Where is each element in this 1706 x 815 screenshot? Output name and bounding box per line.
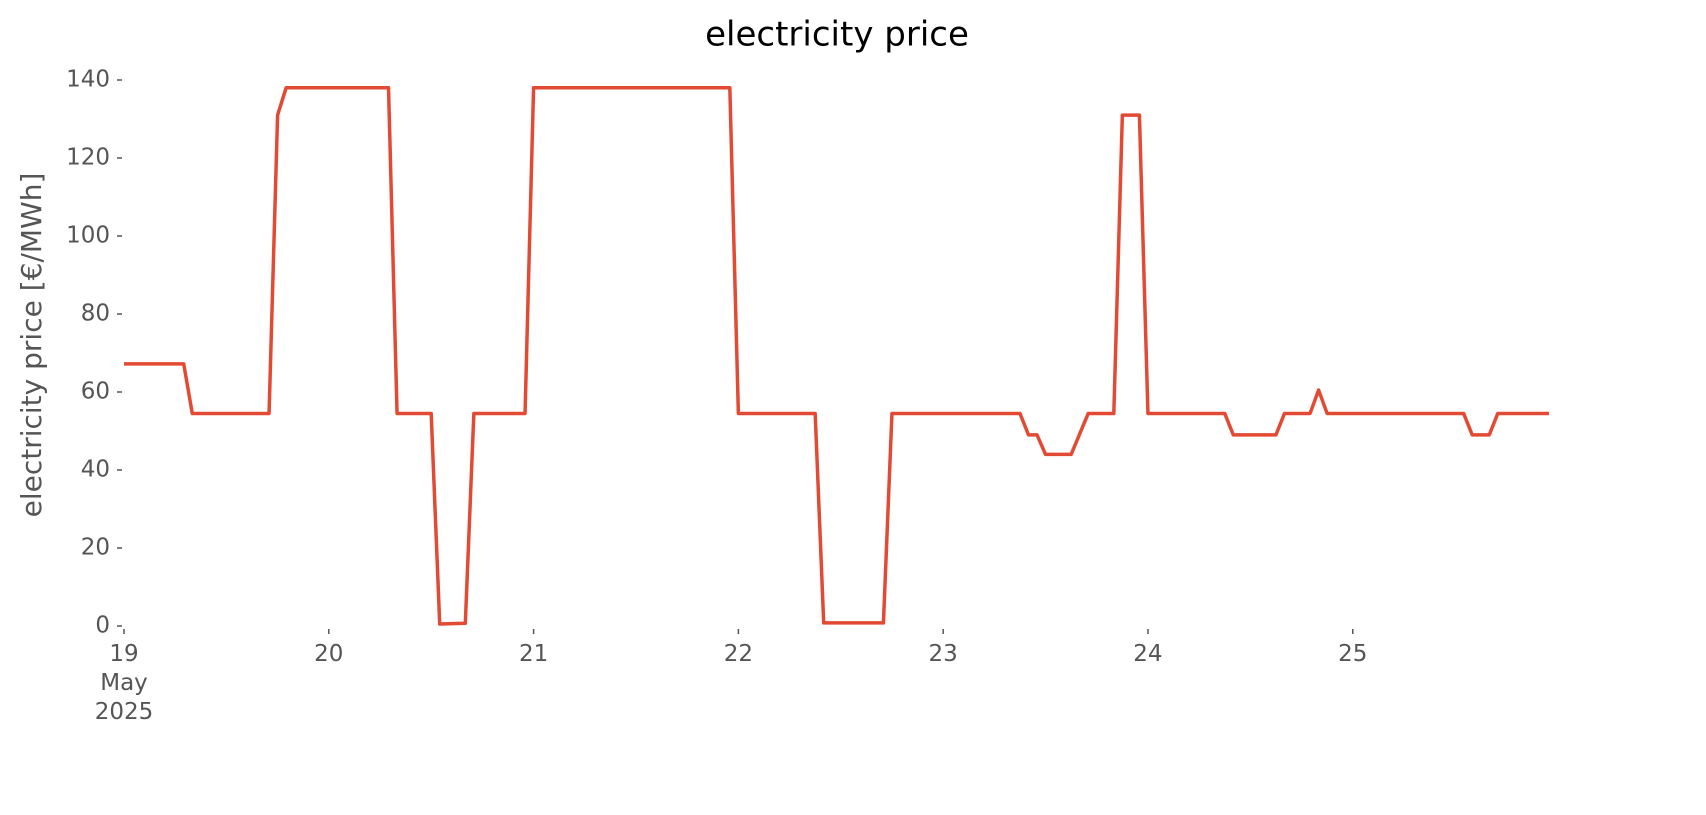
x-tick-label: 20 (314, 641, 344, 667)
y-tick-label: 80 (81, 301, 110, 327)
x-tick-label: 24 (1133, 641, 1163, 667)
y-axis-label: electricity price [€/MWh] (15, 173, 48, 518)
y-tick-label: 140 (66, 67, 110, 93)
line-series (124, 86, 1549, 626)
y-tick-label: 0 (95, 613, 110, 639)
x-tick-label: 21 (518, 641, 549, 667)
y-tick-label: 20 (81, 535, 110, 561)
y-tick-label: 100 (66, 223, 110, 249)
chart-title: electricity price (705, 15, 969, 55)
y-tick-label: 120 (66, 145, 110, 171)
y-tick-label: 60 (81, 379, 110, 405)
x-tick-label: 23 (928, 641, 958, 667)
x-tick-label: 25 (1338, 641, 1368, 667)
x-tick-label: 22 (723, 641, 753, 667)
y-tick-label: 40 (81, 457, 110, 483)
x-tick-label: 19 May 2025 (94, 641, 154, 725)
